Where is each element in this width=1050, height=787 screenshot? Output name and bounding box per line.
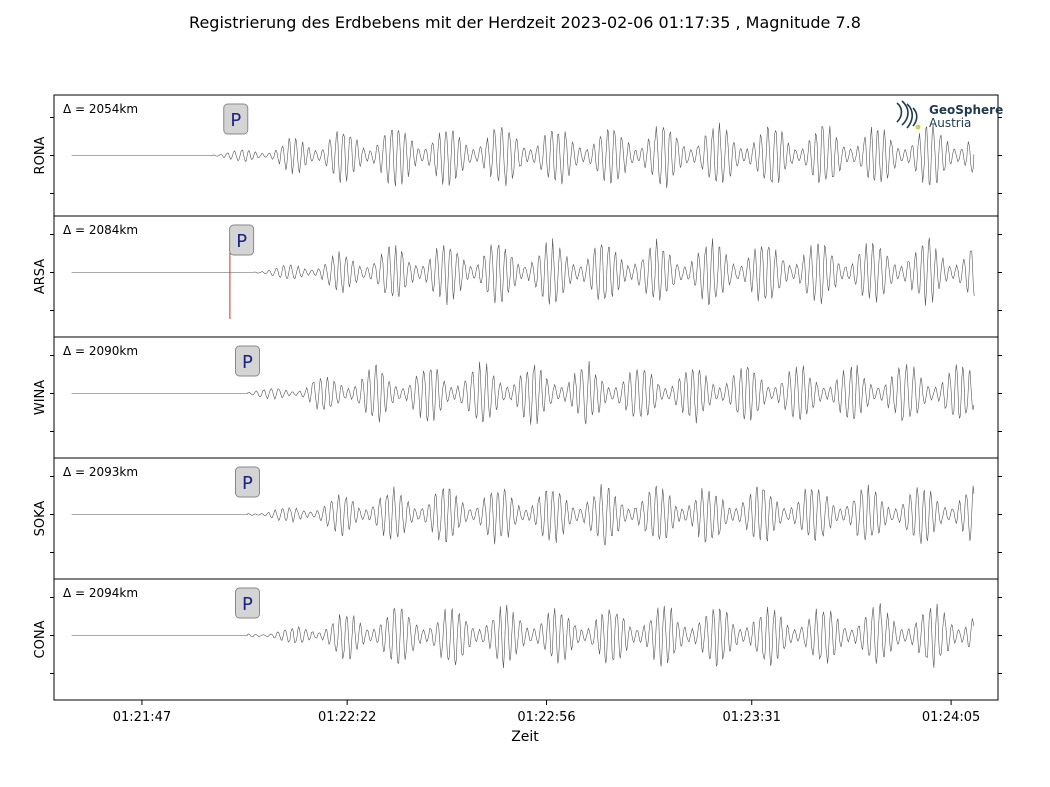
waveform-trace bbox=[71, 122, 975, 189]
waveform-trace bbox=[71, 603, 975, 669]
p-phase-label: P bbox=[242, 473, 253, 494]
p-phase-label: P bbox=[236, 231, 247, 252]
x-axis-label: Zeit bbox=[511, 729, 539, 745]
p-phase-label: P bbox=[230, 110, 241, 131]
station-label: SOKA bbox=[33, 501, 48, 537]
station-label: CONA bbox=[33, 620, 48, 658]
panel-frame bbox=[53, 336, 999, 459]
distance-label: Δ = 2093km bbox=[63, 465, 138, 479]
distance-label: Δ = 2094km bbox=[63, 586, 138, 600]
waveform-trace bbox=[71, 484, 975, 546]
station-label: RONA bbox=[33, 136, 48, 174]
logo-name: GeoSphere bbox=[929, 103, 1003, 117]
distance-label: Δ = 2084km bbox=[63, 223, 138, 237]
p-phase-marker: P bbox=[234, 345, 260, 377]
panel-arsa: ARSA Δ = 2084km P bbox=[33, 215, 1002, 338]
logo-subtitle: Austria bbox=[929, 116, 971, 130]
x-tick-label: 01:21:47 bbox=[113, 710, 171, 725]
p-phase-label: P bbox=[242, 352, 253, 373]
x-tick-label: 01:24:05 bbox=[922, 710, 980, 725]
p-phase-marker: P bbox=[223, 103, 249, 135]
waveform-trace bbox=[71, 237, 975, 306]
station-label: WINA bbox=[33, 380, 48, 415]
panel-frame bbox=[53, 578, 999, 701]
distance-label: Δ = 2090km bbox=[63, 344, 138, 358]
p-phase-marker: P bbox=[234, 587, 260, 619]
p-phase-marker: P bbox=[229, 224, 255, 256]
x-tick-label: 01:22:22 bbox=[318, 710, 376, 725]
panel-soka: SOKA Δ = 2093km P bbox=[33, 457, 1002, 580]
panels-layer: RONA Δ = 2054km P ARSA Δ = 2084km P WINA Δ = 20… bbox=[33, 94, 1002, 701]
p-phase-label: P bbox=[242, 594, 253, 615]
x-tick-label: 01:23:31 bbox=[723, 710, 781, 725]
panel-rona: RONA Δ = 2054km P bbox=[33, 94, 1002, 217]
figure-title: Registrierung des Erdbebens mit der Herd… bbox=[189, 13, 861, 32]
station-label: ARSA bbox=[33, 259, 48, 294]
geosphere-logo: GeoSphere Austria bbox=[896, 100, 1003, 130]
x-tick-label: 01:22:56 bbox=[517, 710, 575, 725]
panel-frame bbox=[53, 215, 999, 338]
distance-label: Δ = 2054km bbox=[63, 102, 138, 116]
geosphere-logo-icon bbox=[896, 100, 921, 130]
panel-cona: CONA Δ = 2094km P bbox=[33, 578, 1002, 701]
panel-wina: WINA Δ = 2090km P bbox=[33, 336, 1002, 459]
p-phase-marker: P bbox=[234, 466, 260, 498]
waveform-trace bbox=[71, 360, 975, 425]
x-axis: 01:21:47 01:22:22 01:22:56 01:23:31 01:24:05 bbox=[113, 700, 980, 725]
